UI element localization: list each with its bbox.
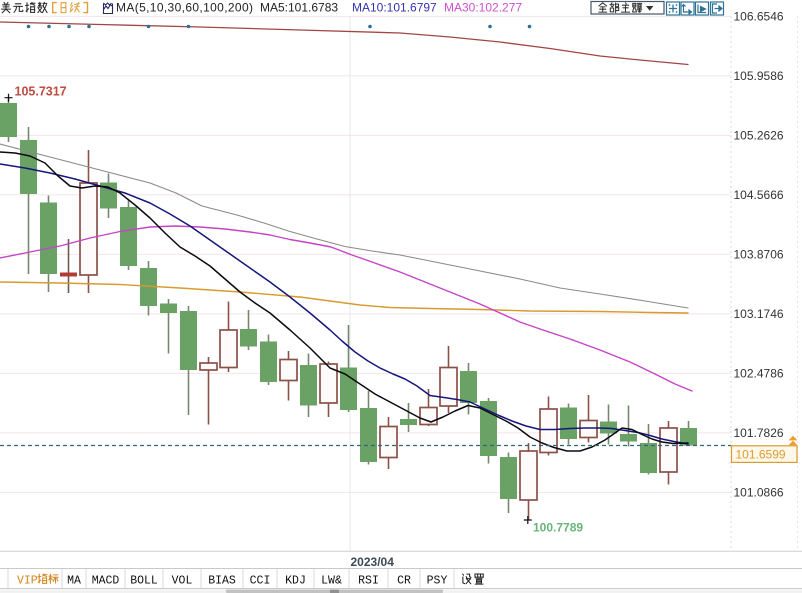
svg-text:MA: MA [67,575,81,588]
svg-text:103.1746: 103.1746 [734,307,784,321]
svg-text:MA(5,10,30,60,100,200): MA(5,10,30,60,100,200) [116,1,253,15]
svg-text:BOLL: BOLL [130,575,158,588]
svg-text:VOL: VOL [172,575,193,588]
svg-text:102.4786: 102.4786 [734,367,784,381]
svg-text:104.5666: 104.5666 [734,188,784,202]
svg-text:2023/04: 2023/04 [351,555,395,569]
svg-text:101.0866: 101.0866 [734,486,784,500]
svg-text:101.6599: 101.6599 [736,447,786,461]
svg-text:KDJ: KDJ [285,575,306,588]
svg-text:MA10:101.6797: MA10:101.6797 [352,1,437,15]
svg-text:BIAS: BIAS [208,575,236,588]
svg-text:105.7317: 105.7317 [15,85,67,99]
svg-text:LW&: LW& [321,575,342,588]
svg-text:106.6546: 106.6546 [734,10,784,24]
svg-text:PSY: PSY [427,575,448,588]
svg-text:105.9586: 105.9586 [734,69,784,83]
svg-text:103.8706: 103.8706 [734,248,784,262]
svg-text:MA5:101.6783: MA5:101.6783 [260,1,338,15]
svg-text:RSI: RSI [358,575,379,588]
svg-text:101.7826: 101.7826 [734,426,784,440]
svg-text:MACD: MACD [92,575,120,588]
svg-text:105.2626: 105.2626 [734,129,784,143]
svg-text:MA30:102.277: MA30:102.277 [444,1,522,15]
svg-text:VIP: VIP [17,575,38,588]
svg-text:100.7789: 100.7789 [533,521,583,535]
svg-text:CR: CR [397,575,411,588]
svg-text:CCI: CCI [250,575,271,588]
